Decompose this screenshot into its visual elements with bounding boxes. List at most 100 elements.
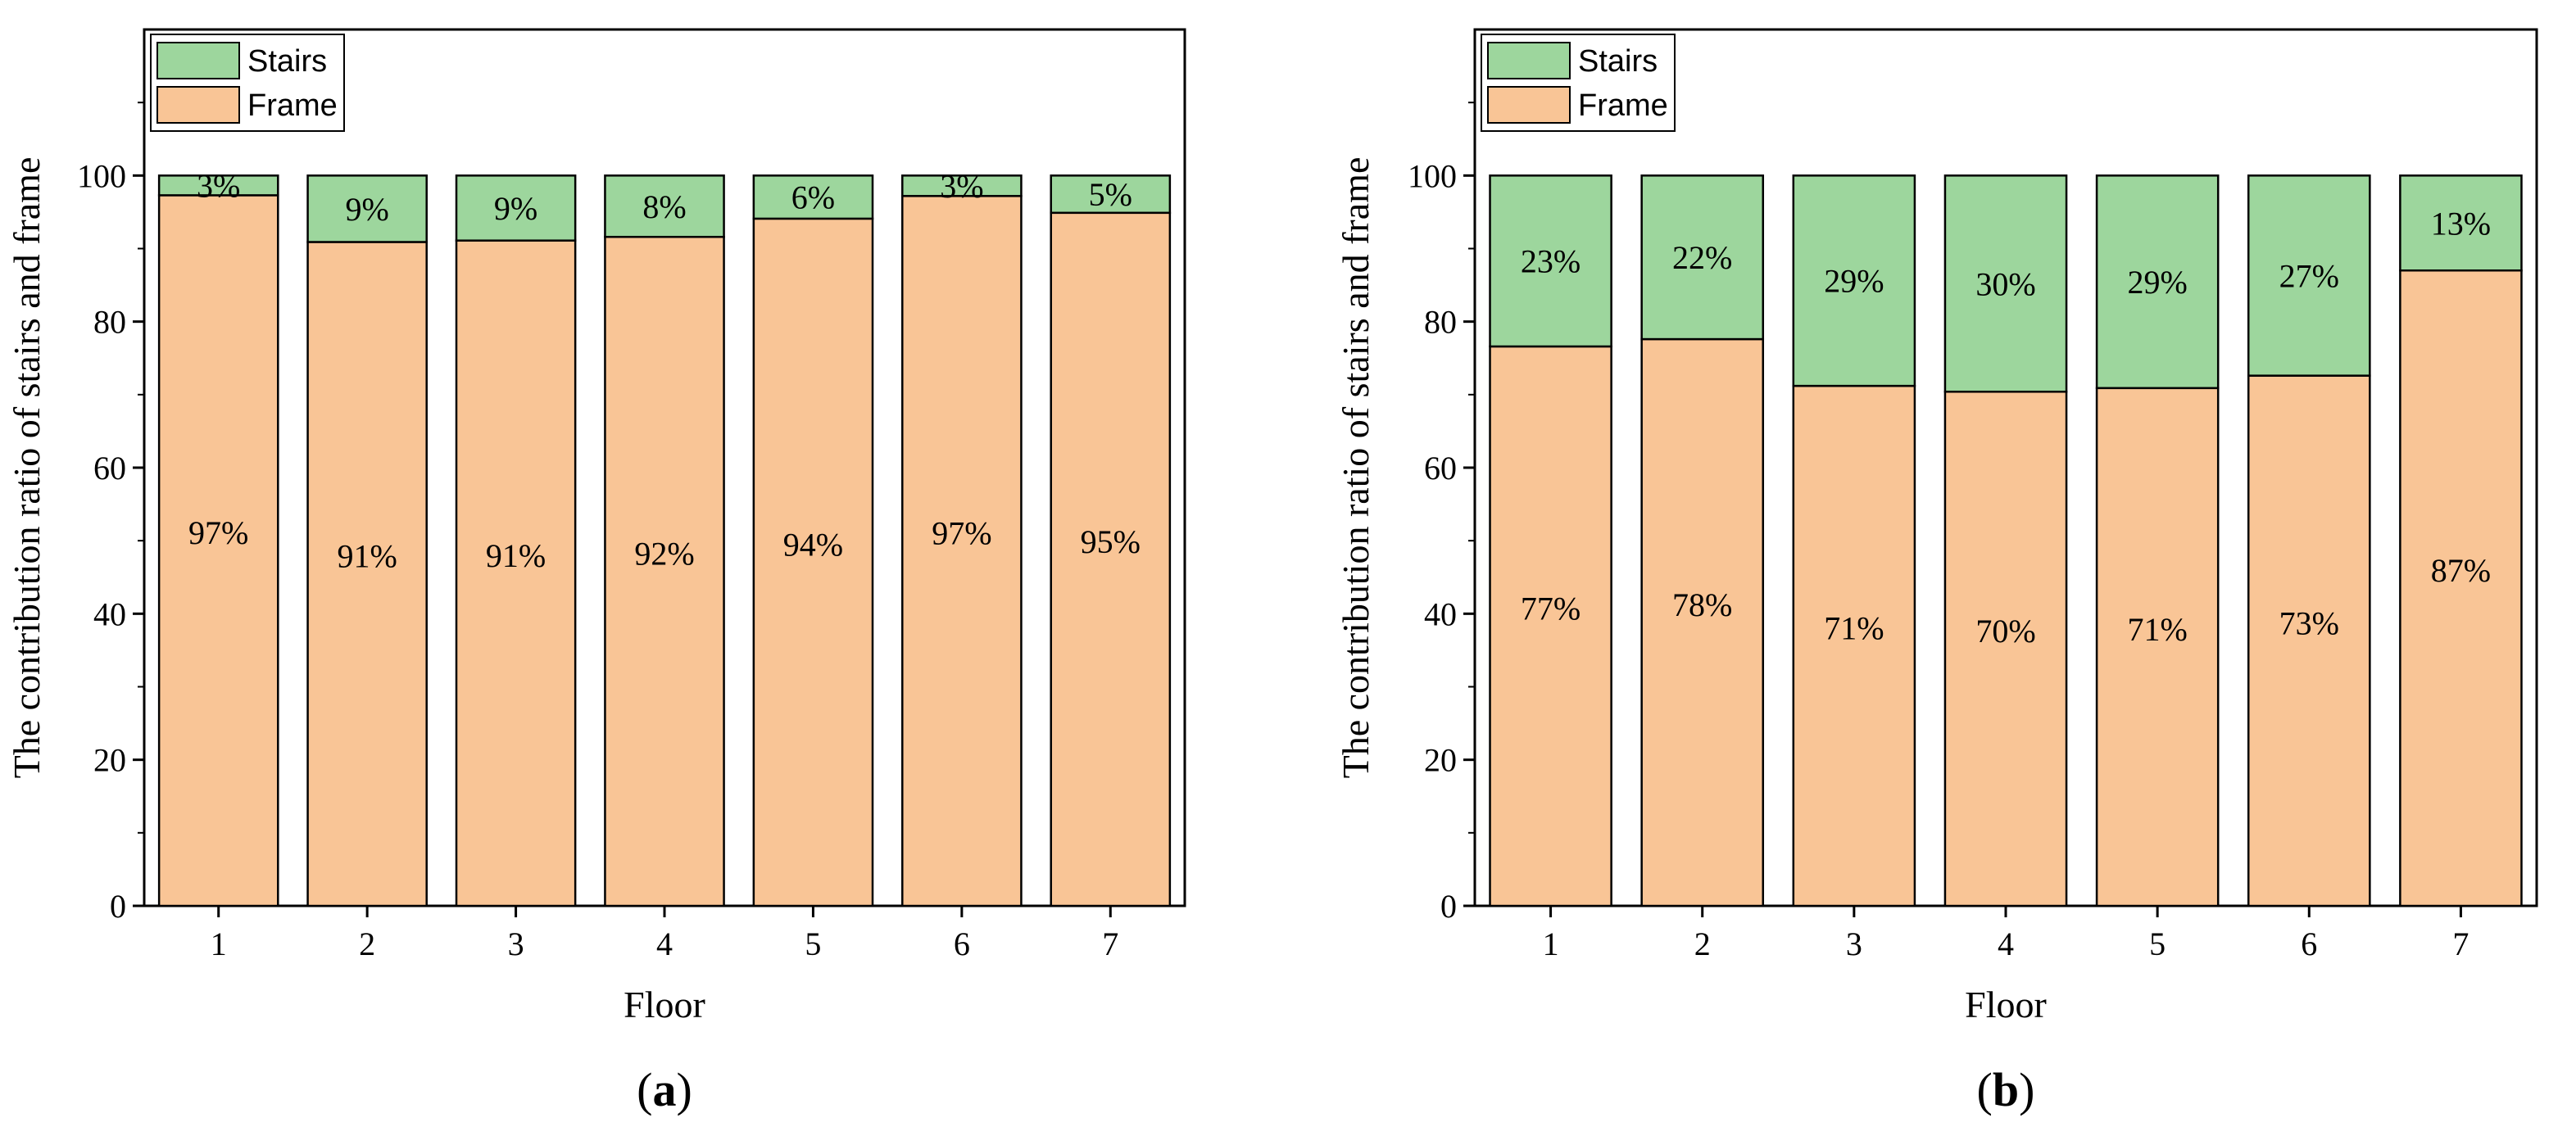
- data-label-stairs: 5%: [1089, 176, 1132, 213]
- bar-stairs-floor-3: [455, 174, 577, 242]
- x-tick-label: 7: [1102, 926, 1118, 962]
- legend-label-stairs: Stairs: [1578, 44, 1658, 79]
- chart-panel-b: 0 20 40 60 80 100 77% 23% 1 78% 22% 2 71% 29% 3 70% 30% 4…: [1335, 28, 2538, 1116]
- y-tick-label: 40: [1424, 595, 1457, 632]
- bar-frame-floor-2: [306, 241, 428, 907]
- legend-swatch-frame: [1487, 86, 1571, 124]
- bar-frame-floor-4: [604, 235, 725, 907]
- data-label-frame: 77%: [1521, 590, 1581, 627]
- x-tick-label: 4: [656, 926, 673, 962]
- panel-label-close: ): [2019, 1063, 2034, 1116]
- bar-stairs-floor-1: [157, 174, 279, 197]
- legend-label-frame: Frame: [1578, 88, 1668, 123]
- data-label-stairs: 9%: [345, 191, 388, 228]
- y-tick-label: 20: [93, 742, 126, 779]
- data-label-frame: 95%: [1081, 523, 1141, 560]
- data-label-stairs: 23%: [1521, 243, 1581, 280]
- panel-label: (a): [637, 1063, 692, 1116]
- data-label-stairs: 6%: [791, 179, 835, 216]
- panel-label-open: (: [1977, 1063, 1993, 1116]
- panel-label-close: ): [677, 1063, 692, 1116]
- panel-label: (b): [1977, 1063, 2035, 1116]
- legend-swatch-frame: [156, 86, 240, 124]
- data-label-frame: 71%: [1824, 610, 1884, 647]
- bar-stairs-floor-2: [306, 174, 428, 243]
- panel-label-letter: b: [1993, 1063, 2019, 1116]
- panel-label-letter: a: [653, 1063, 677, 1116]
- x-tick-label: 1: [211, 926, 227, 962]
- data-label-stairs: 29%: [2127, 264, 2187, 301]
- bar-stairs-floor-4: [1943, 174, 2068, 393]
- data-label-stairs: 3%: [940, 168, 983, 205]
- x-axis-title: Floor: [624, 984, 705, 1025]
- data-label-frame: 94%: [783, 526, 843, 563]
- data-label-frame: 91%: [486, 537, 546, 574]
- x-tick-label: 3: [1846, 926, 1862, 962]
- data-label-frame: 97%: [188, 514, 248, 551]
- data-label-frame: 92%: [634, 536, 694, 572]
- data-label-stairs: 27%: [2279, 257, 2339, 294]
- legend: Stairs Frame: [150, 34, 345, 132]
- data-label-frame: 87%: [2431, 552, 2491, 589]
- y-tick-label: 20: [1424, 742, 1457, 779]
- x-tick-label: 6: [2301, 926, 2317, 962]
- data-label-stairs: 30%: [1975, 265, 2035, 302]
- bar-frame-floor-3: [1792, 384, 1916, 907]
- bar-stairs-floor-1: [1489, 174, 1612, 348]
- legend: Stairs Frame: [1481, 34, 1676, 132]
- data-label-stairs: 29%: [1824, 263, 1884, 300]
- y-tick-label: 0: [110, 888, 126, 925]
- legend-swatch-stairs: [1487, 42, 1571, 79]
- x-tick-label: 3: [508, 926, 524, 962]
- y-tick-label: 80: [1424, 304, 1457, 341]
- y-tick-label: 100: [77, 157, 126, 194]
- y-tick-label: 100: [1408, 157, 1457, 194]
- data-label-stairs: 3%: [197, 167, 240, 204]
- data-label-frame: 73%: [2279, 604, 2339, 641]
- x-tick-label: 5: [805, 926, 821, 962]
- bar-frame-floor-2: [1640, 337, 1765, 907]
- y-axis-title: The contribution ratio of stairs and fra…: [6, 157, 48, 779]
- bar-frame-floor-7: [1050, 211, 1172, 907]
- bar-frame-floor-5: [752, 217, 874, 907]
- bar-stairs-floor-7: [2399, 174, 2523, 272]
- panel-label-open: (: [637, 1063, 652, 1116]
- legend-label-frame: Frame: [247, 88, 338, 123]
- data-label-stairs: 9%: [494, 190, 537, 227]
- x-tick-label: 2: [1694, 926, 1711, 962]
- bar-frame-floor-7: [2399, 269, 2523, 907]
- x-tick-label: 5: [2149, 926, 2166, 962]
- y-tick-label: 40: [93, 595, 126, 632]
- bar-stairs-floor-4: [604, 174, 725, 238]
- data-label-frame: 71%: [2127, 611, 2187, 648]
- x-tick-label: 4: [1998, 926, 2014, 962]
- data-label-stairs: 13%: [2431, 205, 2491, 242]
- bar-stairs-floor-3: [1792, 174, 1916, 387]
- x-tick-label: 6: [954, 926, 970, 962]
- bar-stairs-floor-5: [752, 174, 874, 220]
- bar-stairs-floor-6: [901, 174, 1023, 197]
- x-tick-label: 2: [359, 926, 375, 962]
- bar-stairs-floor-2: [1640, 174, 1765, 341]
- y-tick-label: 60: [1424, 450, 1457, 487]
- bar-stairs-floor-6: [2247, 174, 2371, 377]
- chart-panel-a: 0 20 40 60 80 100 97% 3% 1 91% 9% 2 91% 9% 3 92% 8% 4 94% 6…: [6, 28, 1186, 1116]
- bar-frame-floor-6: [2247, 374, 2371, 907]
- data-label-frame: 78%: [1672, 586, 1732, 623]
- data-label-stairs: 8%: [642, 188, 686, 225]
- x-tick-label: 7: [2452, 926, 2469, 962]
- y-tick-label: 60: [93, 450, 126, 487]
- x-tick-label: 1: [1543, 926, 1559, 962]
- y-tick-label: 80: [93, 304, 126, 341]
- data-label-frame: 97%: [932, 515, 991, 552]
- y-axis-title: The contribution ratio of stairs and fra…: [1335, 157, 1376, 779]
- data-label-stairs: 22%: [1672, 239, 1732, 276]
- bar-frame-floor-5: [2095, 387, 2220, 907]
- x-axis-title: Floor: [1965, 984, 2047, 1025]
- legend-label-stairs: Stairs: [247, 44, 327, 79]
- data-label-frame: 70%: [1975, 613, 2035, 649]
- legend-swatch-stairs: [156, 42, 240, 79]
- data-label-frame: 91%: [337, 538, 397, 575]
